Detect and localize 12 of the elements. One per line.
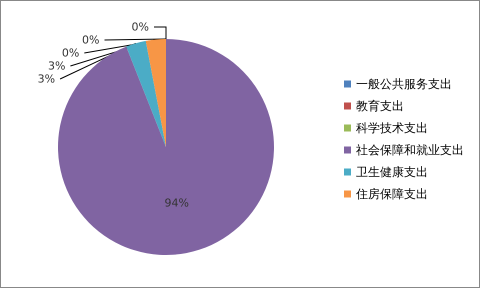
legend-label: 教育支出 [356,99,404,113]
text: 0% [62,46,80,60]
data-label: 3% [38,72,56,86]
legend-label: 科学技术支出 [356,121,428,135]
legend-label: 卫生健康支出 [356,165,428,179]
data-label: 94% [164,196,189,210]
legend-label: 住房保障支出 [355,187,428,201]
legend-label: 社会保障和就业支出 [356,143,464,157]
text: 0% [82,34,100,46]
legend-label: 一般公共服务支出 [356,77,452,91]
text: 0% [132,20,149,34]
data-label: 3% [48,60,66,72]
